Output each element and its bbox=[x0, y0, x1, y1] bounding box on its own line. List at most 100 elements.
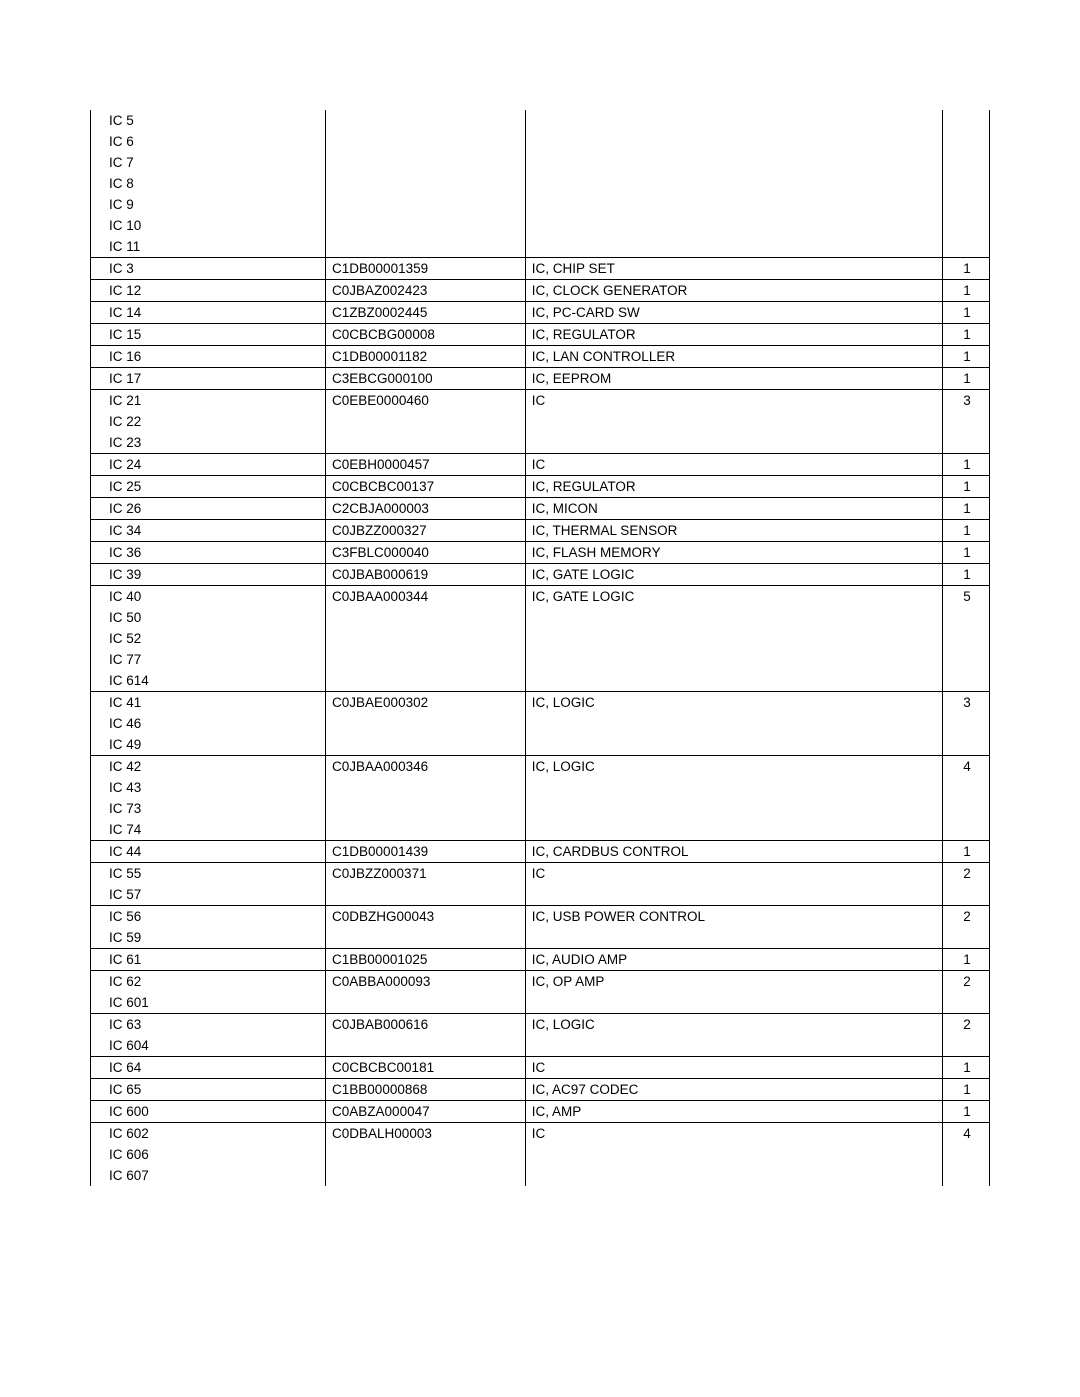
cell-qty bbox=[942, 152, 989, 173]
cell-desc bbox=[525, 194, 942, 215]
table-row: IC 3C1DB00001359IC, CHIP SET1 bbox=[91, 258, 990, 280]
cell-ref: IC 61 bbox=[91, 949, 326, 971]
table-row: IC 44C1DB00001439IC, CARDBUS CONTROL1 bbox=[91, 841, 990, 863]
cell-desc bbox=[525, 152, 942, 173]
cell-part bbox=[326, 884, 526, 906]
cell-ref: IC 601 bbox=[91, 992, 326, 1014]
cell-desc bbox=[525, 713, 942, 734]
cell-ref: IC 64 bbox=[91, 1057, 326, 1079]
cell-ref: IC 5 bbox=[91, 110, 326, 131]
table-row: IC 39C0JBAB000619IC, GATE LOGIC1 bbox=[91, 564, 990, 586]
cell-desc bbox=[525, 884, 942, 906]
cell-desc: IC, MICON bbox=[525, 498, 942, 520]
cell-part bbox=[326, 1035, 526, 1057]
cell-desc: IC, CLOCK GENERATOR bbox=[525, 280, 942, 302]
cell-part bbox=[326, 670, 526, 692]
cell-qty: 2 bbox=[942, 906, 989, 928]
cell-qty bbox=[942, 777, 989, 798]
cell-desc: IC, OP AMP bbox=[525, 971, 942, 993]
cell-ref: IC 50 bbox=[91, 607, 326, 628]
table-row: IC 49 bbox=[91, 734, 990, 756]
table-row: IC 56C0DBZHG00043IC, USB POWER CONTROL2 bbox=[91, 906, 990, 928]
cell-ref: IC 36 bbox=[91, 542, 326, 564]
cell-desc: IC, AMP bbox=[525, 1101, 942, 1123]
cell-part: C1BB00001025 bbox=[326, 949, 526, 971]
cell-desc: IC bbox=[525, 1123, 942, 1145]
cell-ref: IC 65 bbox=[91, 1079, 326, 1101]
cell-part: C0EBE0000460 bbox=[326, 390, 526, 412]
cell-desc: IC, LOGIC bbox=[525, 1014, 942, 1036]
cell-qty bbox=[942, 819, 989, 841]
table-row: IC 606 bbox=[91, 1144, 990, 1165]
cell-ref: IC 42 bbox=[91, 756, 326, 778]
cell-ref: IC 57 bbox=[91, 884, 326, 906]
cell-qty bbox=[942, 110, 989, 131]
cell-part: C1DB00001359 bbox=[326, 258, 526, 280]
cell-qty: 1 bbox=[942, 368, 989, 390]
cell-qty bbox=[942, 734, 989, 756]
cell-qty bbox=[942, 884, 989, 906]
table-row: IC 25C0CBCBC00137IC, REGULATOR1 bbox=[91, 476, 990, 498]
cell-desc: IC, GATE LOGIC bbox=[525, 564, 942, 586]
table-row: IC 65C1BB00000868IC, AC97 CODEC1 bbox=[91, 1079, 990, 1101]
table-row: IC 74 bbox=[91, 819, 990, 841]
table-row: IC 50 bbox=[91, 607, 990, 628]
cell-qty bbox=[942, 713, 989, 734]
cell-ref: IC 34 bbox=[91, 520, 326, 542]
cell-ref: IC 55 bbox=[91, 863, 326, 885]
cell-ref: IC 73 bbox=[91, 798, 326, 819]
cell-ref: IC 39 bbox=[91, 564, 326, 586]
cell-part: C0EBH0000457 bbox=[326, 454, 526, 476]
cell-desc bbox=[525, 649, 942, 670]
cell-qty: 1 bbox=[942, 258, 989, 280]
cell-desc bbox=[525, 131, 942, 152]
cell-ref: IC 74 bbox=[91, 819, 326, 841]
cell-qty: 1 bbox=[942, 564, 989, 586]
table-row: IC 5 bbox=[91, 110, 990, 131]
table-row: IC 601 bbox=[91, 992, 990, 1014]
cell-ref: IC 77 bbox=[91, 649, 326, 670]
cell-qty: 1 bbox=[942, 1079, 989, 1101]
table-row: IC 77 bbox=[91, 649, 990, 670]
cell-ref: IC 24 bbox=[91, 454, 326, 476]
cell-desc: IC, FLASH MEMORY bbox=[525, 542, 942, 564]
cell-desc: IC, REGULATOR bbox=[525, 476, 942, 498]
cell-part bbox=[326, 1144, 526, 1165]
cell-part bbox=[326, 236, 526, 258]
table-row: IC 63C0JBAB000616IC, LOGIC2 bbox=[91, 1014, 990, 1036]
cell-part bbox=[326, 798, 526, 819]
cell-part bbox=[326, 628, 526, 649]
cell-ref: IC 49 bbox=[91, 734, 326, 756]
cell-desc bbox=[525, 411, 942, 432]
cell-ref: IC 21 bbox=[91, 390, 326, 412]
cell-part bbox=[326, 110, 526, 131]
table-row: IC 41C0JBAE000302IC, LOGIC3 bbox=[91, 692, 990, 714]
cell-part bbox=[326, 927, 526, 949]
cell-part: C0CBCBC00137 bbox=[326, 476, 526, 498]
cell-part bbox=[326, 432, 526, 454]
cell-part: C0CBCBC00181 bbox=[326, 1057, 526, 1079]
cell-qty bbox=[942, 798, 989, 819]
cell-ref: IC 12 bbox=[91, 280, 326, 302]
cell-qty: 1 bbox=[942, 302, 989, 324]
cell-part: C0JBAZ002423 bbox=[326, 280, 526, 302]
cell-desc: IC, REGULATOR bbox=[525, 324, 942, 346]
cell-qty bbox=[942, 173, 989, 194]
cell-part: C0ABBA000093 bbox=[326, 971, 526, 993]
cell-ref: IC 614 bbox=[91, 670, 326, 692]
cell-part: C0JBAA000346 bbox=[326, 756, 526, 778]
cell-ref: IC 52 bbox=[91, 628, 326, 649]
table-row: IC 36C3FBLC000040IC, FLASH MEMORY1 bbox=[91, 542, 990, 564]
table-row: IC 43 bbox=[91, 777, 990, 798]
table-row: IC 42C0JBAA000346IC, LOGIC4 bbox=[91, 756, 990, 778]
table-row: IC 10 bbox=[91, 215, 990, 236]
cell-part: C1BB00000868 bbox=[326, 1079, 526, 1101]
table-row: IC 73 bbox=[91, 798, 990, 819]
cell-desc: IC, AC97 CODEC bbox=[525, 1079, 942, 1101]
cell-qty: 1 bbox=[942, 346, 989, 368]
cell-qty: 1 bbox=[942, 454, 989, 476]
cell-desc: IC, GATE LOGIC bbox=[525, 586, 942, 608]
cell-part bbox=[326, 1165, 526, 1186]
cell-qty: 3 bbox=[942, 390, 989, 412]
cell-desc bbox=[525, 607, 942, 628]
